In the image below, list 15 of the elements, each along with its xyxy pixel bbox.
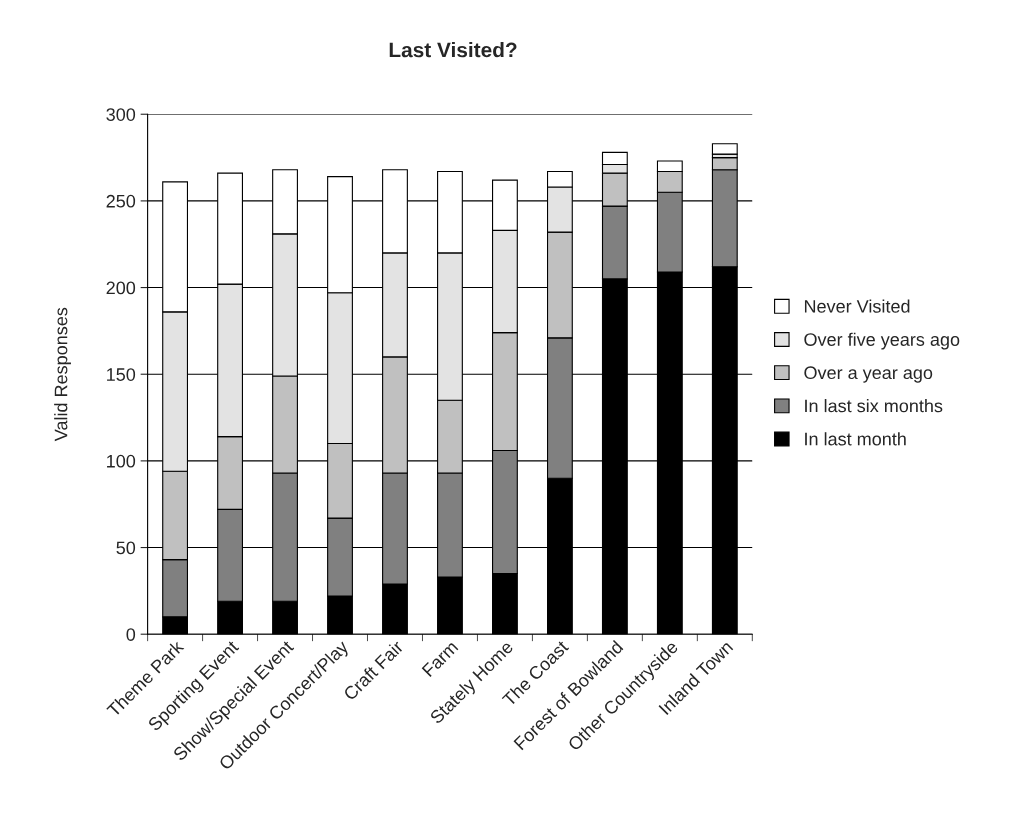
y-tick-label: 300 bbox=[106, 108, 136, 121]
legend-label: Over five years ago bbox=[804, 332, 960, 350]
legend-label: Never Visited bbox=[804, 299, 910, 313]
y-tick-label: 50 bbox=[116, 541, 136, 555]
legend-label: In last six months bbox=[805, 399, 943, 413]
y-tick-label: 250 bbox=[106, 194, 136, 208]
legend-label: Over a year ago bbox=[804, 366, 933, 383]
y-tick-label: 150 bbox=[107, 368, 136, 381]
chart-title: Last Visited? bbox=[389, 42, 517, 58]
y-tick-label: 100 bbox=[107, 454, 136, 468]
legend-label: In last month bbox=[805, 432, 906, 446]
bar bbox=[711, 143, 738, 155]
y-tick-label: 200 bbox=[106, 281, 136, 295]
y-axis-title: Valid Responses bbox=[54, 307, 71, 442]
y-tick-label: 0 bbox=[126, 628, 136, 641]
